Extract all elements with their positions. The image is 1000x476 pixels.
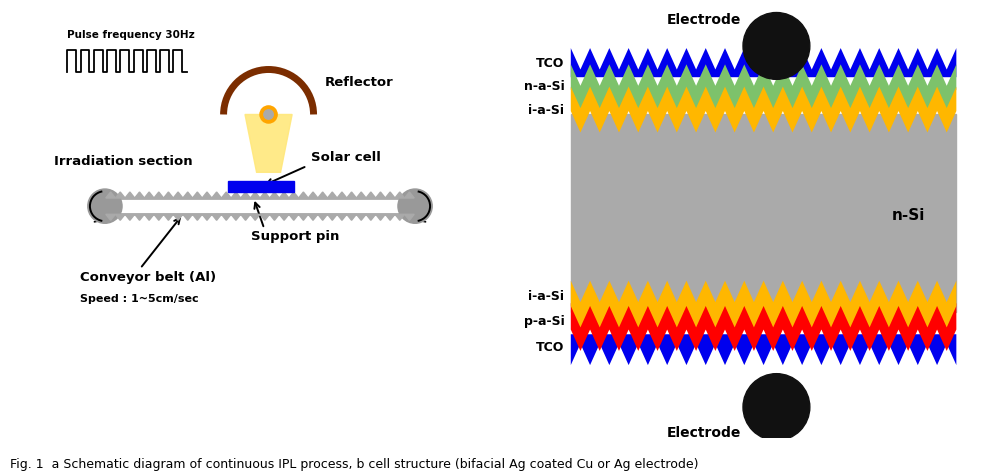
- Polygon shape: [221, 192, 231, 198]
- Polygon shape: [144, 192, 154, 198]
- Polygon shape: [347, 214, 356, 220]
- Polygon shape: [154, 192, 164, 198]
- Polygon shape: [327, 192, 337, 198]
- Polygon shape: [571, 48, 956, 77]
- Polygon shape: [270, 192, 279, 198]
- Polygon shape: [193, 214, 202, 220]
- Bar: [571, 114, 956, 311]
- Bar: [228, 181, 294, 192]
- Polygon shape: [337, 192, 347, 198]
- Text: Conveyor belt (Al): Conveyor belt (Al): [80, 271, 216, 284]
- Polygon shape: [260, 214, 270, 220]
- Polygon shape: [173, 192, 183, 198]
- Polygon shape: [135, 192, 144, 198]
- Circle shape: [264, 110, 273, 119]
- Polygon shape: [299, 214, 308, 220]
- Text: i-a-Si: i-a-Si: [528, 104, 564, 117]
- Polygon shape: [405, 192, 414, 198]
- Polygon shape: [308, 192, 318, 198]
- Polygon shape: [299, 192, 308, 198]
- Polygon shape: [231, 192, 241, 198]
- Polygon shape: [106, 192, 115, 198]
- Polygon shape: [202, 192, 212, 198]
- Polygon shape: [212, 214, 221, 220]
- Polygon shape: [144, 214, 154, 220]
- Polygon shape: [327, 214, 337, 220]
- Circle shape: [743, 374, 810, 440]
- Polygon shape: [571, 303, 956, 351]
- Polygon shape: [571, 87, 956, 132]
- Polygon shape: [376, 192, 385, 198]
- Text: Fig. 1  a Schematic diagram of continuous IPL process, b cell structure (bifacia: Fig. 1 a Schematic diagram of continuous…: [10, 458, 698, 471]
- Text: Support pin: Support pin: [251, 230, 340, 243]
- Polygon shape: [164, 214, 173, 220]
- Polygon shape: [395, 192, 405, 198]
- Text: i-a-Si: i-a-Si: [528, 290, 564, 303]
- Polygon shape: [395, 214, 405, 220]
- Polygon shape: [356, 192, 366, 198]
- Polygon shape: [154, 214, 164, 220]
- Text: n-Si: n-Si: [892, 208, 925, 223]
- Text: Electrode: Electrode: [666, 13, 741, 27]
- Polygon shape: [571, 64, 956, 111]
- Polygon shape: [250, 214, 260, 220]
- Polygon shape: [245, 115, 292, 172]
- Polygon shape: [279, 214, 289, 220]
- Text: Electrode: Electrode: [666, 426, 741, 440]
- Polygon shape: [221, 214, 231, 220]
- Polygon shape: [356, 214, 366, 220]
- Polygon shape: [347, 192, 356, 198]
- Polygon shape: [318, 192, 327, 198]
- Text: p-a-Si: p-a-Si: [524, 315, 564, 328]
- Polygon shape: [183, 214, 193, 220]
- Polygon shape: [260, 192, 270, 198]
- Polygon shape: [270, 214, 279, 220]
- Polygon shape: [135, 214, 144, 220]
- Polygon shape: [571, 281, 956, 327]
- Polygon shape: [125, 214, 135, 220]
- Polygon shape: [212, 192, 221, 198]
- Polygon shape: [231, 214, 241, 220]
- Polygon shape: [164, 192, 173, 198]
- Text: Irradiation section: Irradiation section: [54, 155, 193, 168]
- Circle shape: [398, 189, 432, 223]
- Polygon shape: [241, 214, 250, 220]
- Text: Reflector: Reflector: [324, 76, 393, 89]
- Polygon shape: [376, 214, 385, 220]
- Polygon shape: [241, 192, 250, 198]
- Polygon shape: [318, 214, 327, 220]
- Polygon shape: [385, 214, 395, 220]
- Polygon shape: [279, 192, 289, 198]
- Text: Solar cell: Solar cell: [311, 151, 381, 164]
- Circle shape: [260, 106, 277, 123]
- Polygon shape: [385, 192, 395, 198]
- Polygon shape: [405, 214, 414, 220]
- Polygon shape: [337, 214, 347, 220]
- Polygon shape: [366, 214, 376, 220]
- Text: TCO: TCO: [536, 341, 564, 355]
- Polygon shape: [193, 192, 202, 198]
- Polygon shape: [115, 214, 125, 220]
- Polygon shape: [173, 214, 183, 220]
- Polygon shape: [366, 192, 376, 198]
- Polygon shape: [183, 192, 193, 198]
- Polygon shape: [250, 192, 260, 198]
- Polygon shape: [202, 214, 212, 220]
- Text: Speed : 1~5cm/sec: Speed : 1~5cm/sec: [80, 294, 199, 304]
- Polygon shape: [106, 214, 115, 220]
- Text: n-a-Si: n-a-Si: [524, 80, 564, 93]
- Polygon shape: [571, 334, 956, 365]
- Polygon shape: [125, 192, 135, 198]
- Circle shape: [743, 12, 810, 79]
- Circle shape: [88, 189, 122, 223]
- Polygon shape: [115, 192, 125, 198]
- Polygon shape: [289, 214, 299, 220]
- Text: Pulse frequency 30Hz: Pulse frequency 30Hz: [67, 30, 195, 40]
- Text: TCO: TCO: [536, 57, 564, 69]
- Polygon shape: [308, 214, 318, 220]
- Polygon shape: [289, 192, 299, 198]
